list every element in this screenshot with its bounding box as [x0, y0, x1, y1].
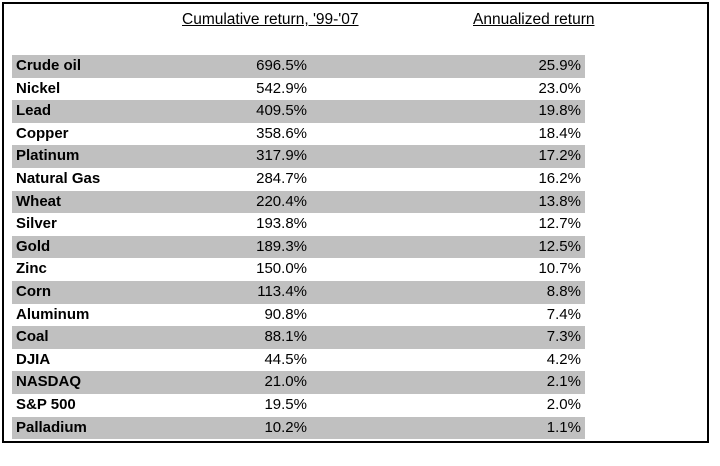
row-label: Nickel	[16, 79, 61, 97]
returns-table: Cumulative return, '99-'07 Annualized re…	[2, 2, 709, 443]
annualized-return-value: 18.4%	[538, 124, 581, 142]
row-label: Corn	[16, 282, 51, 300]
column-header-cumulative-return: Cumulative return, '99-'07	[182, 11, 359, 28]
cumulative-return-value: 317.9%	[256, 147, 307, 165]
cumulative-return-value: 10.2%	[264, 418, 307, 436]
row-label: NASDAQ	[16, 373, 82, 391]
table-row: Copper 358.6% 18.4%	[12, 123, 585, 146]
row-label: Copper	[16, 124, 69, 142]
annualized-return-value: 12.7%	[538, 215, 581, 233]
cumulative-return-value: 358.6%	[256, 124, 307, 142]
row-label: Wheat	[16, 192, 61, 210]
table-row: S&P 500 19.5% 2.0%	[12, 394, 585, 417]
table-row: Platinum 317.9% 17.2%	[12, 145, 585, 168]
annualized-return-value: 16.2%	[538, 169, 581, 187]
row-label: Aluminum	[16, 305, 90, 323]
cumulative-return-value: 21.0%	[264, 373, 307, 391]
cumulative-return-value: 189.3%	[256, 237, 307, 255]
annualized-return-value: 7.3%	[546, 328, 581, 346]
cumulative-return-value: 90.8%	[264, 305, 307, 323]
cumulative-return-value: 284.7%	[256, 169, 307, 187]
cumulative-return-value: 150.0%	[256, 260, 307, 278]
cumulative-return-value: 696.5%	[256, 57, 307, 74]
table-row: Nickel 542.9% 23.0%	[12, 78, 585, 101]
row-label: Coal	[16, 328, 49, 346]
table-row: DJIA 44.5% 4.2%	[12, 349, 585, 372]
table-row: Gold 189.3% 12.5%	[12, 235, 585, 259]
column-header-annualized-return: Annualized return	[473, 11, 595, 28]
cumulative-return-value: 88.1%	[264, 328, 307, 346]
cumulative-return-value: 220.4%	[256, 192, 307, 210]
cumulative-return-value: 193.8%	[256, 215, 307, 233]
cumulative-return-value: 113.4%	[257, 282, 307, 300]
table-row: Coal 88.1% 7.3%	[12, 326, 585, 349]
row-label: S&P 500	[16, 395, 76, 413]
annualized-return-value: 8.8%	[546, 282, 581, 300]
annualized-return-value: 19.8%	[538, 102, 581, 120]
row-label: Gold	[16, 237, 51, 255]
row-label: Silver	[16, 215, 57, 233]
cumulative-return-value: 44.5%	[264, 350, 307, 368]
row-label: Zinc	[16, 260, 47, 278]
annualized-return-value: 23.0%	[538, 79, 581, 97]
row-label: Natural Gas	[16, 169, 101, 187]
annualized-return-value: 4.2%	[546, 350, 581, 368]
cumulative-return-value: 19.5%	[264, 395, 307, 413]
table-rows-container: Crude oil 696.5% 25.9% Nickel 542.9% 23.0% Lea…	[12, 55, 585, 440]
annualized-return-value: 2.0%	[546, 395, 581, 413]
annualized-return-value: 17.2%	[538, 147, 581, 165]
row-label: Lead	[16, 102, 52, 120]
annualized-return-value: 25.9%	[538, 57, 581, 74]
row-label: Crude oil	[16, 57, 82, 74]
table-row: Silver 193.8% 12.7%	[12, 213, 585, 236]
annualized-return-value: 10.7%	[538, 260, 581, 278]
table-row: Crude oil 696.5% 25.9%	[12, 55, 585, 78]
table-row: Lead 409.5% 19.8%	[12, 100, 585, 123]
row-label: Palladium	[16, 418, 87, 436]
row-label: Platinum	[16, 147, 80, 165]
cumulative-return-value: 542.9%	[256, 79, 307, 97]
table-row: Natural Gas 284.7% 16.2%	[12, 168, 585, 191]
annualized-return-value: 2.1%	[546, 373, 581, 391]
row-label: DJIA	[16, 350, 51, 368]
table-row: Wheat 220.4% 13.8%	[12, 190, 585, 214]
annualized-return-value: 7.4%	[546, 305, 581, 323]
table-row: Corn 113.4% 8.8%	[12, 280, 585, 304]
table-row: NASDAQ 21.0% 2.1%	[12, 371, 585, 394]
table-row: Zinc 150.0% 10.7%	[12, 258, 585, 281]
annualized-return-value: 13.8%	[538, 192, 581, 210]
table-row: Aluminum 90.8% 7.4%	[12, 304, 585, 327]
cumulative-return-value: 409.5%	[256, 102, 307, 120]
table-row: Palladium 10.2% 1.1%	[12, 416, 585, 440]
annualized-return-value: 12.5%	[538, 237, 581, 255]
annualized-return-value: 1.1%	[546, 418, 581, 436]
